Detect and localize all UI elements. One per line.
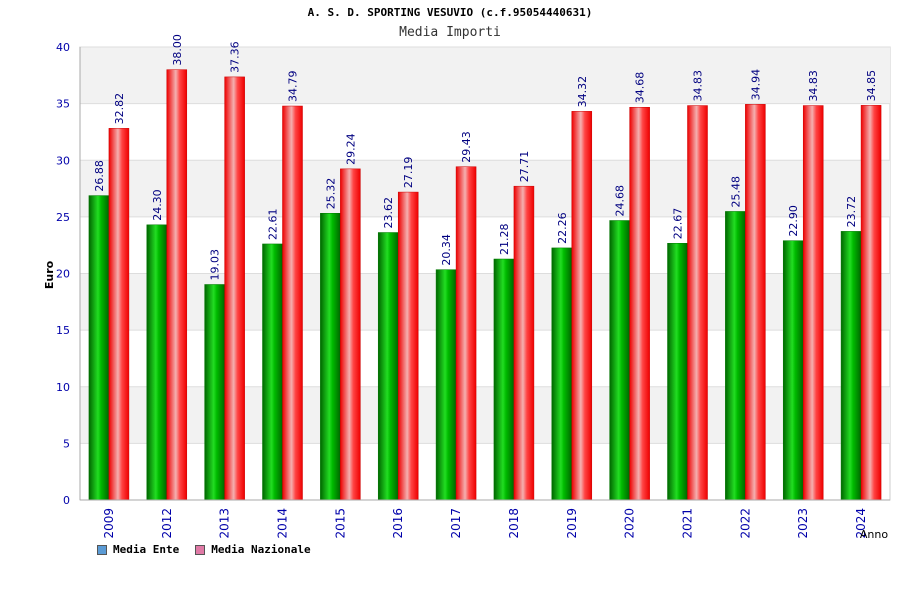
bar-media-nazionale-2009: [108, 128, 130, 501]
chart-title: A. S. D. SPORTING VESUVIO (c.f.950544406…: [307, 6, 593, 19]
x-tick-label-2013: 2013: [218, 508, 232, 539]
bar-media-nazionale-2014: [282, 105, 303, 501]
bar-media-ente-2018: [493, 258, 515, 501]
legend-item-media-nazionale: Media Nazionale: [195, 543, 311, 556]
bar-media-ente-2009: [88, 195, 110, 501]
bar-media-nazionale-2022: [745, 104, 766, 501]
data-label-media-ente-2014: 22.61: [267, 208, 280, 240]
data-label-media-nazionale-2009: 32.82: [113, 93, 126, 125]
data-label-media-nazionale-2013: 37.36: [229, 41, 242, 73]
bar-media-ente-2019: [551, 247, 573, 501]
y-tick-label: 15: [56, 324, 70, 337]
x-axis-label: Anno: [860, 528, 888, 541]
bar-media-ente-2017: [435, 269, 457, 501]
data-label-media-ente-2023: 22.90: [787, 205, 800, 237]
data-label-media-nazionale-2016: 27.19: [402, 157, 415, 189]
y-tick-label: 35: [56, 98, 70, 111]
bar-media-ente-2013: [204, 284, 225, 501]
data-label-media-nazionale-2014: 34.79: [287, 71, 300, 103]
data-label-media-ente-2009: 26.88: [93, 160, 106, 192]
x-tick-label-2009: 2009: [102, 508, 116, 539]
x-tick-label-2017: 2017: [449, 508, 463, 539]
data-label-media-ente-2016: 23.62: [382, 197, 395, 229]
y-tick-label: 30: [56, 154, 70, 167]
legend-label-media-nazionale: Media Nazionale: [211, 543, 311, 556]
x-tick-label-2015: 2015: [333, 508, 347, 539]
data-label-media-nazionale-2015: 29.24: [344, 133, 357, 165]
bar-media-ente-2015: [320, 213, 341, 501]
y-tick-label: 10: [56, 381, 70, 394]
data-label-media-ente-2019: 22.26: [556, 212, 569, 244]
data-label-media-nazionale-2022: 34.94: [749, 69, 762, 101]
grid-band: [80, 47, 890, 104]
y-axis-label: Euro: [43, 260, 56, 289]
bar-media-ente-2021: [667, 243, 688, 501]
bar-media-nazionale-2021: [687, 105, 708, 501]
bar-media-ente-2020: [609, 220, 630, 501]
x-tick-label-2014: 2014: [276, 508, 290, 539]
bar-media-nazionale-2012: [166, 69, 188, 501]
x-tick-label-2018: 2018: [507, 508, 521, 539]
x-tick-label-2023: 2023: [796, 508, 810, 539]
bar-media-nazionale-2016: [397, 191, 419, 501]
y-tick-label: 25: [56, 211, 70, 224]
bar-media-ente-2014: [262, 243, 283, 501]
data-label-media-nazionale-2021: 34.83: [692, 70, 705, 102]
data-label-media-nazionale-2019: 34.32: [576, 76, 589, 108]
chart-subtitle: Media Importi: [399, 25, 501, 40]
data-label-media-ente-2020: 24.68: [614, 185, 627, 217]
bar-media-nazionale-2020: [629, 106, 650, 501]
bar-media-nazionale-2023: [802, 105, 824, 501]
legend-swatch-media-ente: [97, 544, 107, 555]
data-label-media-ente-2017: 20.34: [440, 234, 453, 266]
bar-media-nazionale-2017: [455, 166, 477, 501]
grid-band: [80, 273, 890, 331]
bar-media-nazionale-2018: [513, 185, 535, 501]
bar-media-ente-2022: [725, 211, 746, 501]
legend-label-media-ente: Media Ente: [113, 543, 180, 556]
bar-media-ente-2012: [146, 224, 168, 501]
data-label-media-nazionale-2018: 27.71: [518, 151, 531, 183]
y-tick-label: 5: [63, 437, 70, 450]
chart-legend: Media Ente Media Nazionale: [97, 543, 311, 556]
data-label-media-nazionale-2024: 34.85: [865, 70, 878, 102]
x-tick-label-2021: 2021: [681, 508, 695, 539]
bar-media-nazionale-2019: [571, 111, 593, 501]
bar-media-ente-2023: [782, 240, 804, 501]
y-tick-label: 0: [63, 494, 70, 507]
x-tick-label-2020: 2020: [623, 508, 637, 539]
data-label-media-ente-2012: 24.30: [151, 189, 164, 221]
bar-media-ente-2024: [840, 231, 862, 501]
data-label-media-nazionale-2017: 29.43: [460, 131, 473, 163]
data-label-media-ente-2015: 25.32: [324, 178, 337, 210]
data-label-media-ente-2022: 25.48: [729, 176, 742, 208]
grid-band: [80, 386, 890, 444]
bar-media-nazionale-2015: [340, 168, 361, 501]
bar-media-nazionale-2024: [860, 105, 882, 501]
bar-media-ente-2016: [377, 232, 399, 501]
bar-media-nazionale-2013: [224, 76, 245, 501]
y-tick-label: 40: [56, 41, 70, 54]
data-label-media-ente-2013: 19.03: [209, 249, 222, 281]
data-label-media-ente-2024: 23.72: [845, 196, 858, 228]
grid-band: [80, 160, 890, 217]
data-label-media-nazionale-2020: 34.68: [634, 72, 647, 104]
x-tick-label-2019: 2019: [565, 508, 579, 539]
data-label-media-ente-2021: 22.67: [672, 208, 685, 240]
data-label-media-nazionale-2012: 38.00: [171, 34, 184, 66]
x-tick-label-2016: 2016: [391, 508, 405, 539]
x-tick-label-2024: 2024: [854, 508, 868, 539]
x-tick-label-2012: 2012: [160, 508, 174, 539]
legend-item-media-ente: Media Ente: [97, 543, 179, 556]
data-label-media-nazionale-2023: 34.83: [807, 70, 820, 102]
data-label-media-ente-2018: 21.28: [498, 224, 511, 256]
y-tick-label: 20: [56, 268, 70, 281]
x-tick-label-2022: 2022: [738, 508, 752, 539]
legend-swatch-media-nazionale: [195, 544, 206, 555]
